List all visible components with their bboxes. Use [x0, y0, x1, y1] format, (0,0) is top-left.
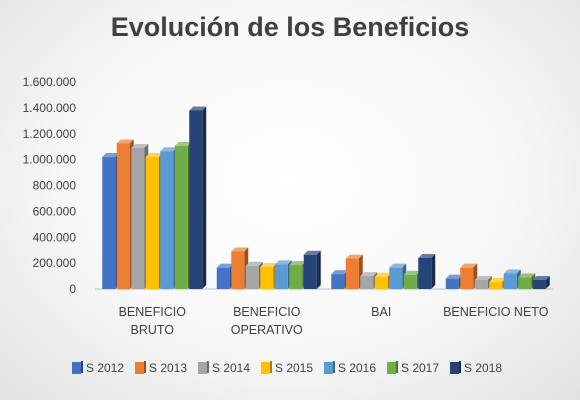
bar-s-2014 [360, 272, 378, 289]
y-tick-label: 1.200.000 [23, 127, 77, 141]
bar-s-2012 [102, 153, 120, 289]
bar-s-2015 [145, 153, 163, 289]
legend-item: S 2012 [72, 361, 124, 375]
legend-swatch [72, 362, 81, 374]
bar-s-2013 [231, 247, 249, 289]
legend-item: S 2013 [135, 361, 187, 375]
bar-s-2017 [518, 273, 536, 289]
legend-swatch [450, 362, 459, 374]
y-tick-label: 800.000 [33, 179, 77, 193]
bar-s-2015 [260, 263, 278, 289]
bar-s-2018 [303, 250, 321, 289]
y-tick-label: 1.000.000 [23, 153, 77, 167]
legend-swatch [261, 362, 270, 374]
x-category-label: BENEFICIO [119, 305, 187, 319]
legend-swatch [198, 362, 207, 374]
y-axis-ticks: 0 200.000 400.000 600.000 800.000 1.000.000 1.… [23, 75, 77, 296]
bar-s-2013 [116, 139, 134, 289]
legend-swatch [324, 362, 333, 374]
bar-s-2016 [503, 269, 521, 289]
legend-item: S 2014 [198, 361, 250, 375]
bar-s-2016 [160, 147, 178, 289]
x-category-label: BENEFICIO [233, 305, 301, 319]
bar-s-2018 [532, 275, 550, 289]
y-tick-label: 0 [69, 282, 76, 296]
bar-s-2013 [460, 263, 478, 289]
y-tick-label: 400.000 [33, 230, 77, 244]
bar-s-2012 [445, 274, 463, 289]
bar-s-2017 [403, 270, 421, 289]
x-category-label: BAI [371, 305, 391, 319]
legend-label: S 2013 [149, 361, 187, 375]
bar-s-2013 [345, 254, 363, 289]
bar-s-2014 [245, 261, 263, 289]
bar-s-2012 [216, 263, 234, 289]
y-tick-label: 600.000 [33, 204, 77, 218]
bar-s-2018 [418, 253, 436, 289]
bar-s-2015 [489, 277, 507, 289]
legend-label: S 2017 [401, 361, 439, 375]
legend-label: S 2014 [212, 361, 250, 375]
legend: S 2012 S 2013 S 2014 S 2015 S 2016 S 2017 S 20… [72, 361, 502, 375]
legend-item: S 2016 [324, 361, 376, 375]
bar-s-2017 [174, 142, 192, 289]
legend-label: S 2012 [86, 361, 124, 375]
legend-swatch [135, 362, 144, 374]
legend-item: S 2018 [450, 361, 502, 375]
y-tick-label: 1.400.000 [23, 101, 77, 115]
y-tick-label: 1.600.000 [23, 75, 77, 89]
x-category-label: OPERATIVO [231, 323, 303, 337]
bar-s-2016 [389, 263, 407, 289]
x-category-label: BRUTO [130, 323, 174, 337]
legend-label: S 2018 [464, 361, 502, 375]
chart-title: Evolución de los Beneficios [110, 12, 470, 42]
legend-item: S 2015 [261, 361, 313, 375]
bar-s-2015 [374, 272, 392, 289]
legend-swatch [387, 362, 396, 374]
bars-group [102, 106, 550, 290]
bar-s-2014 [474, 275, 492, 289]
legend-item: S 2017 [387, 361, 439, 375]
legend-label: S 2016 [338, 361, 376, 375]
bar-s-2012 [331, 270, 349, 289]
legend-label: S 2015 [275, 361, 313, 375]
y-tick-label: 200.000 [33, 256, 77, 270]
bar-s-2014 [131, 143, 149, 289]
x-axis-categories: BENEFICIO BRUTO BENEFICIO OPERATIVO BAI BENEF… [119, 305, 549, 337]
bar-s-2016 [274, 260, 292, 289]
bar-s-2018 [189, 106, 207, 290]
x-category-label: BENEFICIO NETO [443, 305, 549, 319]
bar-s-2017 [289, 261, 307, 289]
